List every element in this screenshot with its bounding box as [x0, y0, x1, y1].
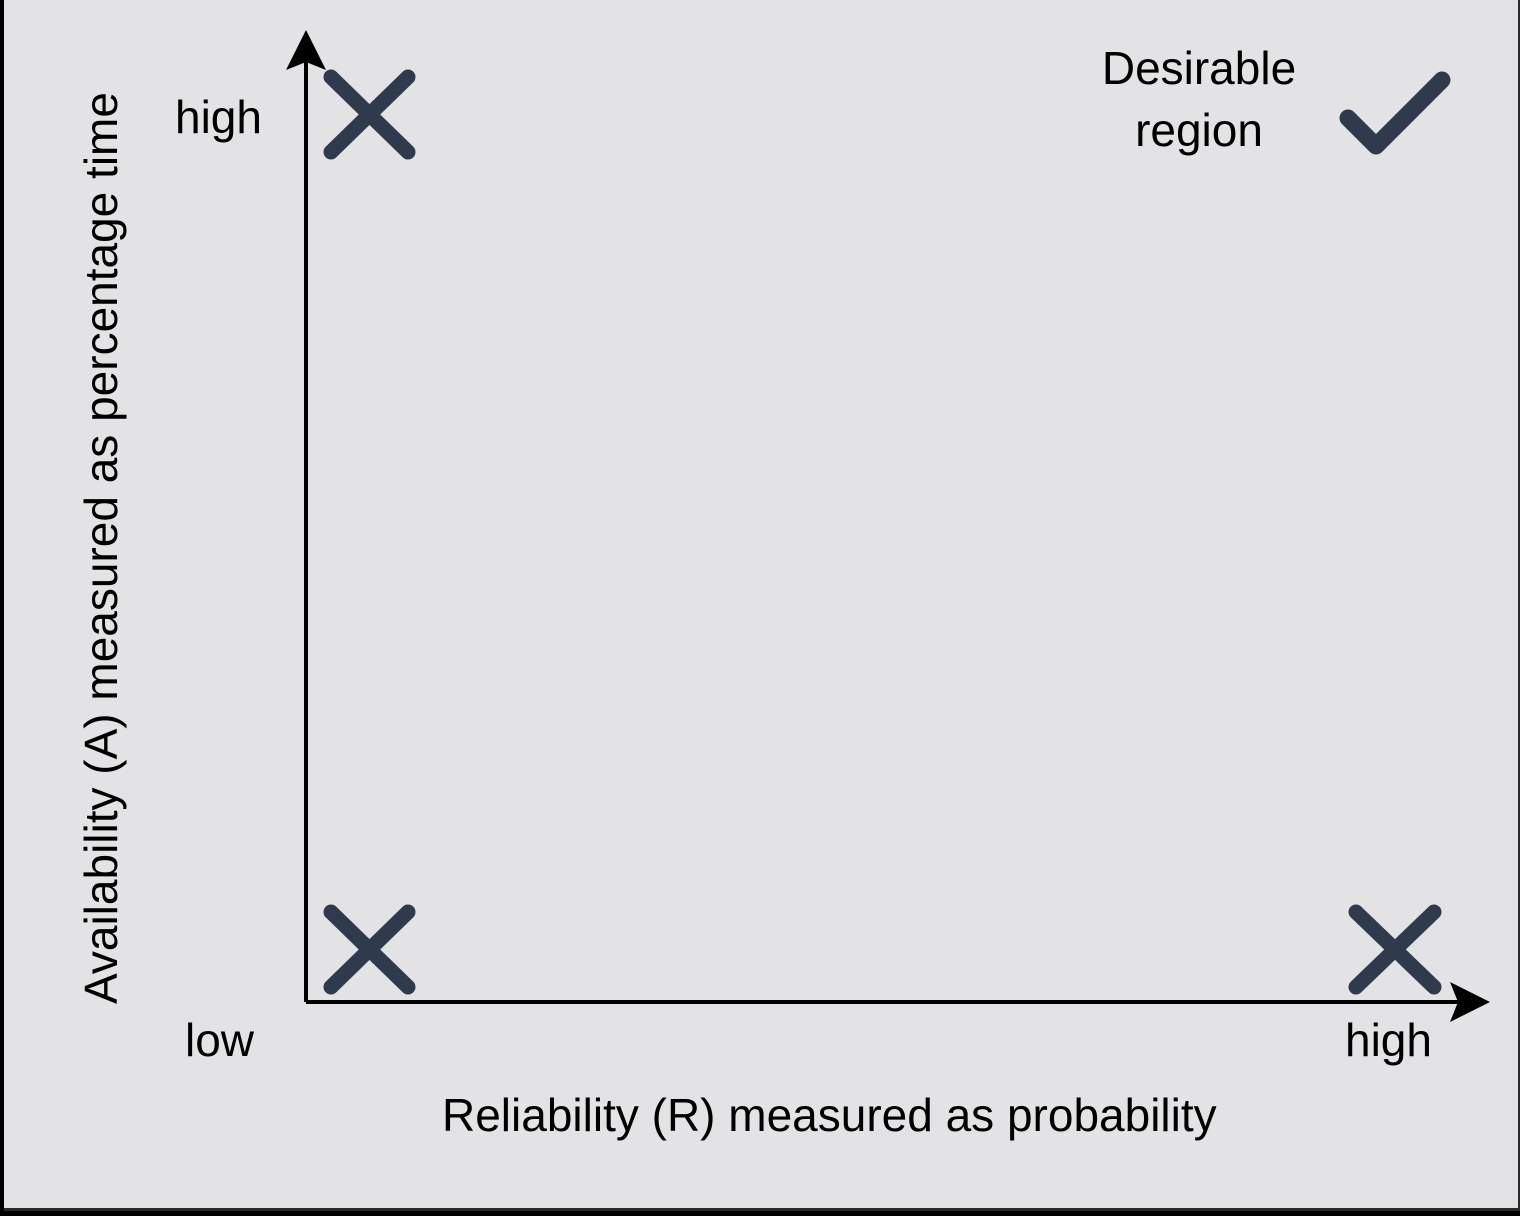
x-axis [306, 982, 1490, 1022]
y-axis-arrow-icon [286, 30, 326, 70]
diagram-graphics [286, 30, 1490, 1022]
y-axis-high-label: high [175, 91, 262, 143]
desirable-region-label: Desirable region [1101, 42, 1297, 156]
x-axis-low-label: low [185, 1014, 255, 1066]
cross-icon [323, 69, 416, 160]
x-axis-title: Reliability (R) measured as probability [442, 1089, 1217, 1141]
cross-icon [1348, 904, 1442, 995]
cross-icon [323, 904, 416, 995]
x-axis-arrow-icon [1450, 982, 1490, 1022]
diagram-canvas: high low high Reliability (R) measured a… [4, 0, 1520, 1211]
y-axis [286, 30, 326, 1002]
checkmark-icon [1339, 71, 1451, 155]
x-axis-high-label: high [1345, 1014, 1432, 1066]
y-axis-title: Availability (A) measured as percentage … [75, 92, 128, 1004]
